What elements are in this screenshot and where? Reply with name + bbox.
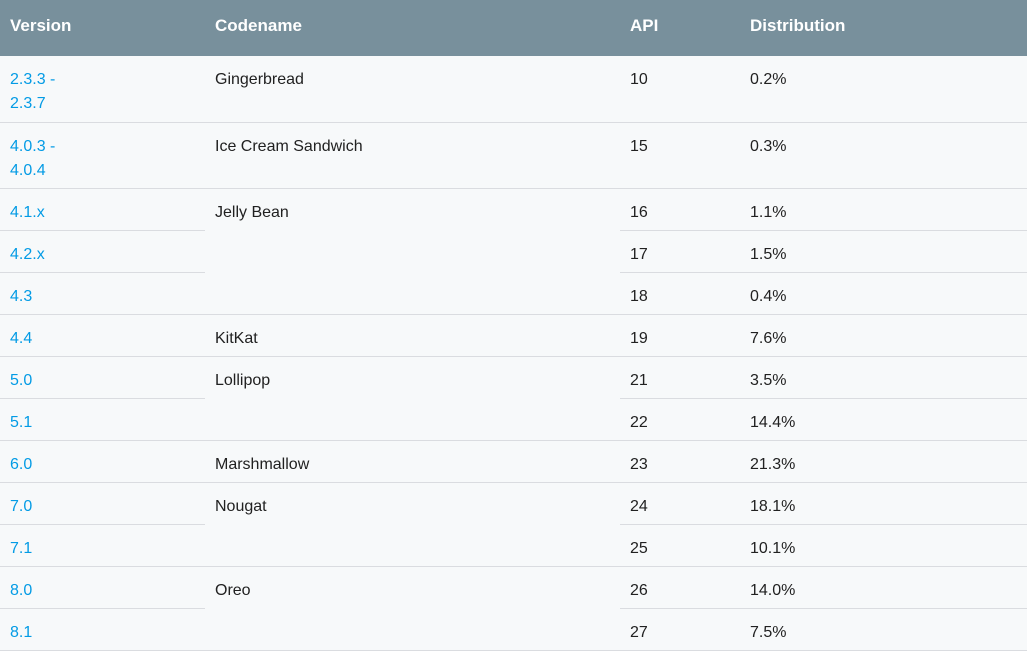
codename-cell: Ice Cream Sandwich (205, 122, 620, 189)
version-link[interactable]: 5.0 (10, 371, 33, 389)
version-cell[interactable]: 4.1.x (0, 188, 205, 231)
table-row: 4.0.3 -4.0.4 Ice Cream Sandwich 15 0.3% (0, 122, 1027, 189)
distribution-cell: 7.6% (740, 314, 1027, 357)
api-cell: 19 (620, 314, 740, 357)
api-cell: 25 (620, 524, 740, 567)
version-cell[interactable]: 8.1 (0, 608, 205, 651)
header-api: API (620, 0, 740, 56)
version-cell[interactable]: 2.3.3 -2.3.7 (0, 56, 205, 123)
api-cell: 27 (620, 608, 740, 651)
version-cell[interactable]: 4.2.x (0, 230, 205, 273)
version-cell[interactable]: 4.4 (0, 314, 205, 357)
api-cell: 15 (620, 122, 740, 189)
version-link[interactable]: 4.1.x (10, 203, 45, 221)
version-cell[interactable]: 5.0 (0, 356, 205, 399)
distribution-cell: 14.4% (740, 398, 1027, 441)
distribution-cell: 1.5% (740, 230, 1027, 273)
api-cell: 26 (620, 566, 740, 609)
distribution-cell: 0.3% (740, 122, 1027, 189)
table-row: 4.4 KitKat 19 7.6% (0, 314, 1027, 357)
table-row: 5.0 Lollipop 21 3.5% (0, 356, 1027, 441)
codename-cell: Oreo (205, 566, 620, 651)
version-link[interactable]: 8.0 (10, 581, 33, 599)
table-row: 6.0 Marshmallow 23 21.3% (0, 440, 1027, 483)
version-cell[interactable]: 4.3 (0, 272, 205, 315)
table-row: 2.3.3 -2.3.7 Gingerbread 10 0.2% (0, 56, 1027, 123)
codename-cell: Nougat (205, 482, 620, 567)
version-cell[interactable]: 6.0 (0, 440, 205, 483)
header-row: Version Codename API Distribution (0, 0, 1027, 56)
version-link[interactable]: 4.3 (10, 287, 33, 305)
header-version: Version (0, 0, 205, 56)
api-cell: 16 (620, 188, 740, 231)
api-cell: 22 (620, 398, 740, 441)
table-row: 7.0 Nougat 24 18.1% (0, 482, 1027, 567)
header-distribution: Distribution (740, 0, 1027, 56)
codename-cell: Lollipop (205, 356, 620, 441)
version-link[interactable]: 4.4 (10, 329, 33, 347)
table-row: 4.2.x 17 1.5% (0, 230, 1027, 273)
api-cell: 18 (620, 272, 740, 315)
version-cell[interactable]: 8.0 (0, 566, 205, 609)
table-row: 8.0 Oreo 26 14.0% (0, 566, 1027, 651)
version-link[interactable]: 8.1 (10, 623, 33, 641)
version-cell[interactable]: 7.1 (0, 524, 205, 567)
distribution-cell: 7.5% (740, 608, 1027, 651)
version-link[interactable]: 5.1 (10, 413, 33, 431)
codename-cell: Marshmallow (205, 440, 620, 483)
table-row: 8.1 27 7.5% (0, 608, 1027, 651)
api-cell: 21 (620, 356, 740, 399)
header-codename: Codename (205, 0, 620, 56)
version-cell[interactable]: 4.0.3 -4.0.4 (0, 122, 205, 189)
version-link[interactable]: 7.0 (10, 497, 33, 515)
version-cell[interactable]: 5.1 (0, 398, 205, 441)
api-cell: 24 (620, 482, 740, 525)
distribution-cell: 18.1% (740, 482, 1027, 525)
version-link[interactable]: 4.0.3 -4.0.4 (10, 137, 56, 179)
table-row: 7.1 25 10.1% (0, 524, 1027, 567)
codename-cell: Gingerbread (205, 56, 620, 123)
distribution-cell: 0.4% (740, 272, 1027, 315)
table-header: Version Codename API Distribution (0, 0, 1027, 56)
table-row: 4.3 18 0.4% (0, 272, 1027, 315)
distribution-cell: 1.1% (740, 188, 1027, 231)
distribution-cell: 3.5% (740, 356, 1027, 399)
distribution-cell: 10.1% (740, 524, 1027, 567)
api-cell: 17 (620, 230, 740, 273)
api-cell: 10 (620, 56, 740, 123)
version-link[interactable]: 7.1 (10, 539, 33, 557)
version-cell[interactable]: 7.0 (0, 482, 205, 525)
distribution-cell: 0.2% (740, 56, 1027, 123)
codename-cell: Jelly Bean (205, 188, 620, 315)
table-row: 5.1 22 14.4% (0, 398, 1027, 441)
version-link[interactable]: 6.0 (10, 455, 33, 473)
distribution-cell: 14.0% (740, 566, 1027, 609)
table-body: 2.3.3 -2.3.7 Gingerbread 10 0.2% 4.0.3 -… (0, 56, 1027, 651)
version-link[interactable]: 4.2.x (10, 245, 45, 263)
table-row: 4.1.x Jelly Bean 16 1.1% (0, 188, 1027, 315)
codename-cell: KitKat (205, 314, 620, 357)
distribution-cell: 21.3% (740, 440, 1027, 483)
api-cell: 23 (620, 440, 740, 483)
version-link[interactable]: 2.3.3 -2.3.7 (10, 71, 56, 112)
